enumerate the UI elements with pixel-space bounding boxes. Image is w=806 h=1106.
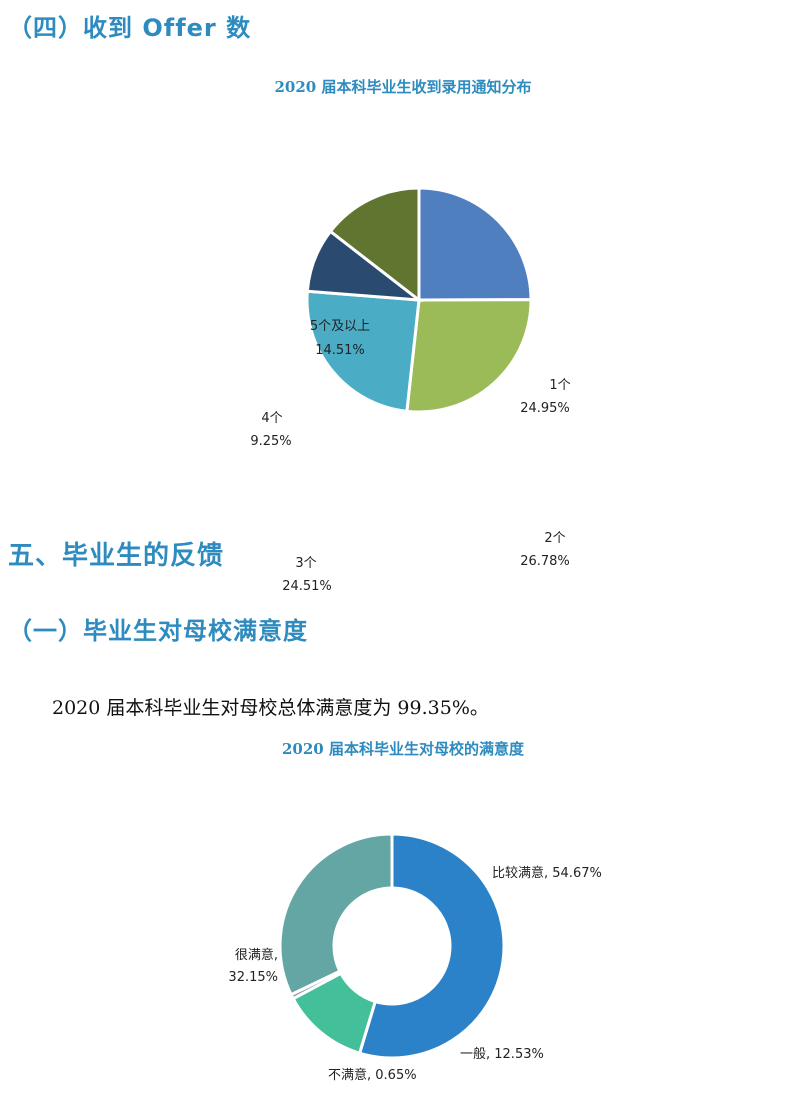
pie1-label-cat-1: 2个 <box>544 531 565 546</box>
offer-pie-slice-2 <box>305 289 421 413</box>
pie2-label-3b: 32.15% <box>228 970 278 985</box>
pie2-label-1: 一般, 12.53% <box>460 1046 544 1062</box>
pie1-label-cat-4: 5个及以上 <box>310 319 370 334</box>
pie1-label-val-1: 26.78% <box>520 554 570 569</box>
satisfaction-summary-text: 2020 届本科毕业生对母校总体满意度为 99.35%。 <box>52 697 489 719</box>
chart-title-satisfaction: 2020 届本科毕业生对母校的满意度 <box>282 740 524 758</box>
offer-pie-slice-1 <box>405 298 533 414</box>
pie1-label-cat-2: 3个 <box>295 556 316 571</box>
section-heading-feedback: 五、毕业生的反馈 <box>8 541 225 571</box>
pie1-label-val-3: 9.25% <box>250 434 291 449</box>
offer-pie-chart: 1个 24.95% 2个 26.78% 3个 24.51% 4个 9.25% 5… <box>250 186 571 594</box>
offer-pie-slice-4 <box>328 186 421 304</box>
satisfaction-donut-slice-3 <box>278 832 394 997</box>
pie1-label-cat-0: 1个 <box>549 378 570 393</box>
satisfaction-donut-slice-0 <box>357 832 506 1060</box>
pie1-label-val-0: 24.95% <box>520 401 570 416</box>
pie2-label-3a: 很满意, <box>235 947 278 963</box>
pie1-label-val-4: 14.51% <box>315 343 365 358</box>
pie2-label-2: 不满意, 0.65% <box>328 1067 417 1083</box>
subsection-heading-satisfaction: （一）毕业生对母校满意度 <box>8 617 308 645</box>
chart-title-offer: 2020 届本科毕业生收到录用通知分布 <box>274 78 532 96</box>
offer-pie-slice-0 <box>417 186 533 302</box>
pie1-label-val-2: 24.51% <box>282 579 332 594</box>
pie1-label-cat-3: 4个 <box>261 411 282 426</box>
section-heading-offer: （四）收到 Offer 数 <box>8 14 252 42</box>
pie2-label-0: 比较满意, 54.67% <box>492 865 602 881</box>
satisfaction-donut-chart: 比较满意, 54.67% 一般, 12.53% 不满意, 0.65% 很满意, … <box>228 832 602 1083</box>
